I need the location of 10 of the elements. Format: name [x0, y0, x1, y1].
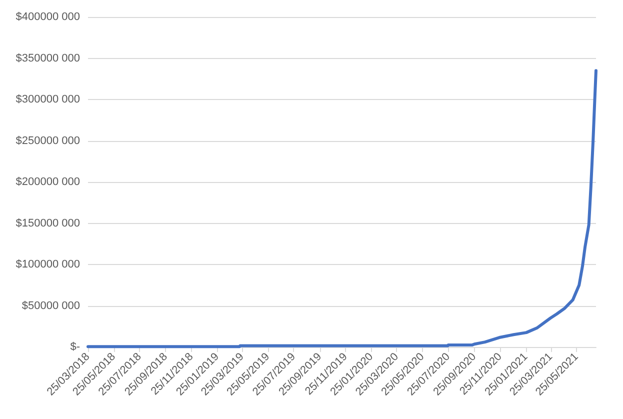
line-series — [86, 69, 598, 348]
y-tick-label: $350000 000 — [16, 52, 80, 64]
y-tick-label: $100000 000 — [16, 258, 80, 270]
y-tick-label: $400000 000 — [16, 11, 80, 23]
y-tick-label: $- — [70, 341, 80, 353]
y-tick-label: $250000 000 — [16, 134, 80, 147]
y-tick-label: $50000 000 — [22, 300, 80, 312]
y-tick-label: $300000 000 — [16, 94, 80, 106]
y-tick-label: $200000 000 — [16, 176, 80, 188]
y-tick-label: $150000 000 — [16, 217, 80, 230]
